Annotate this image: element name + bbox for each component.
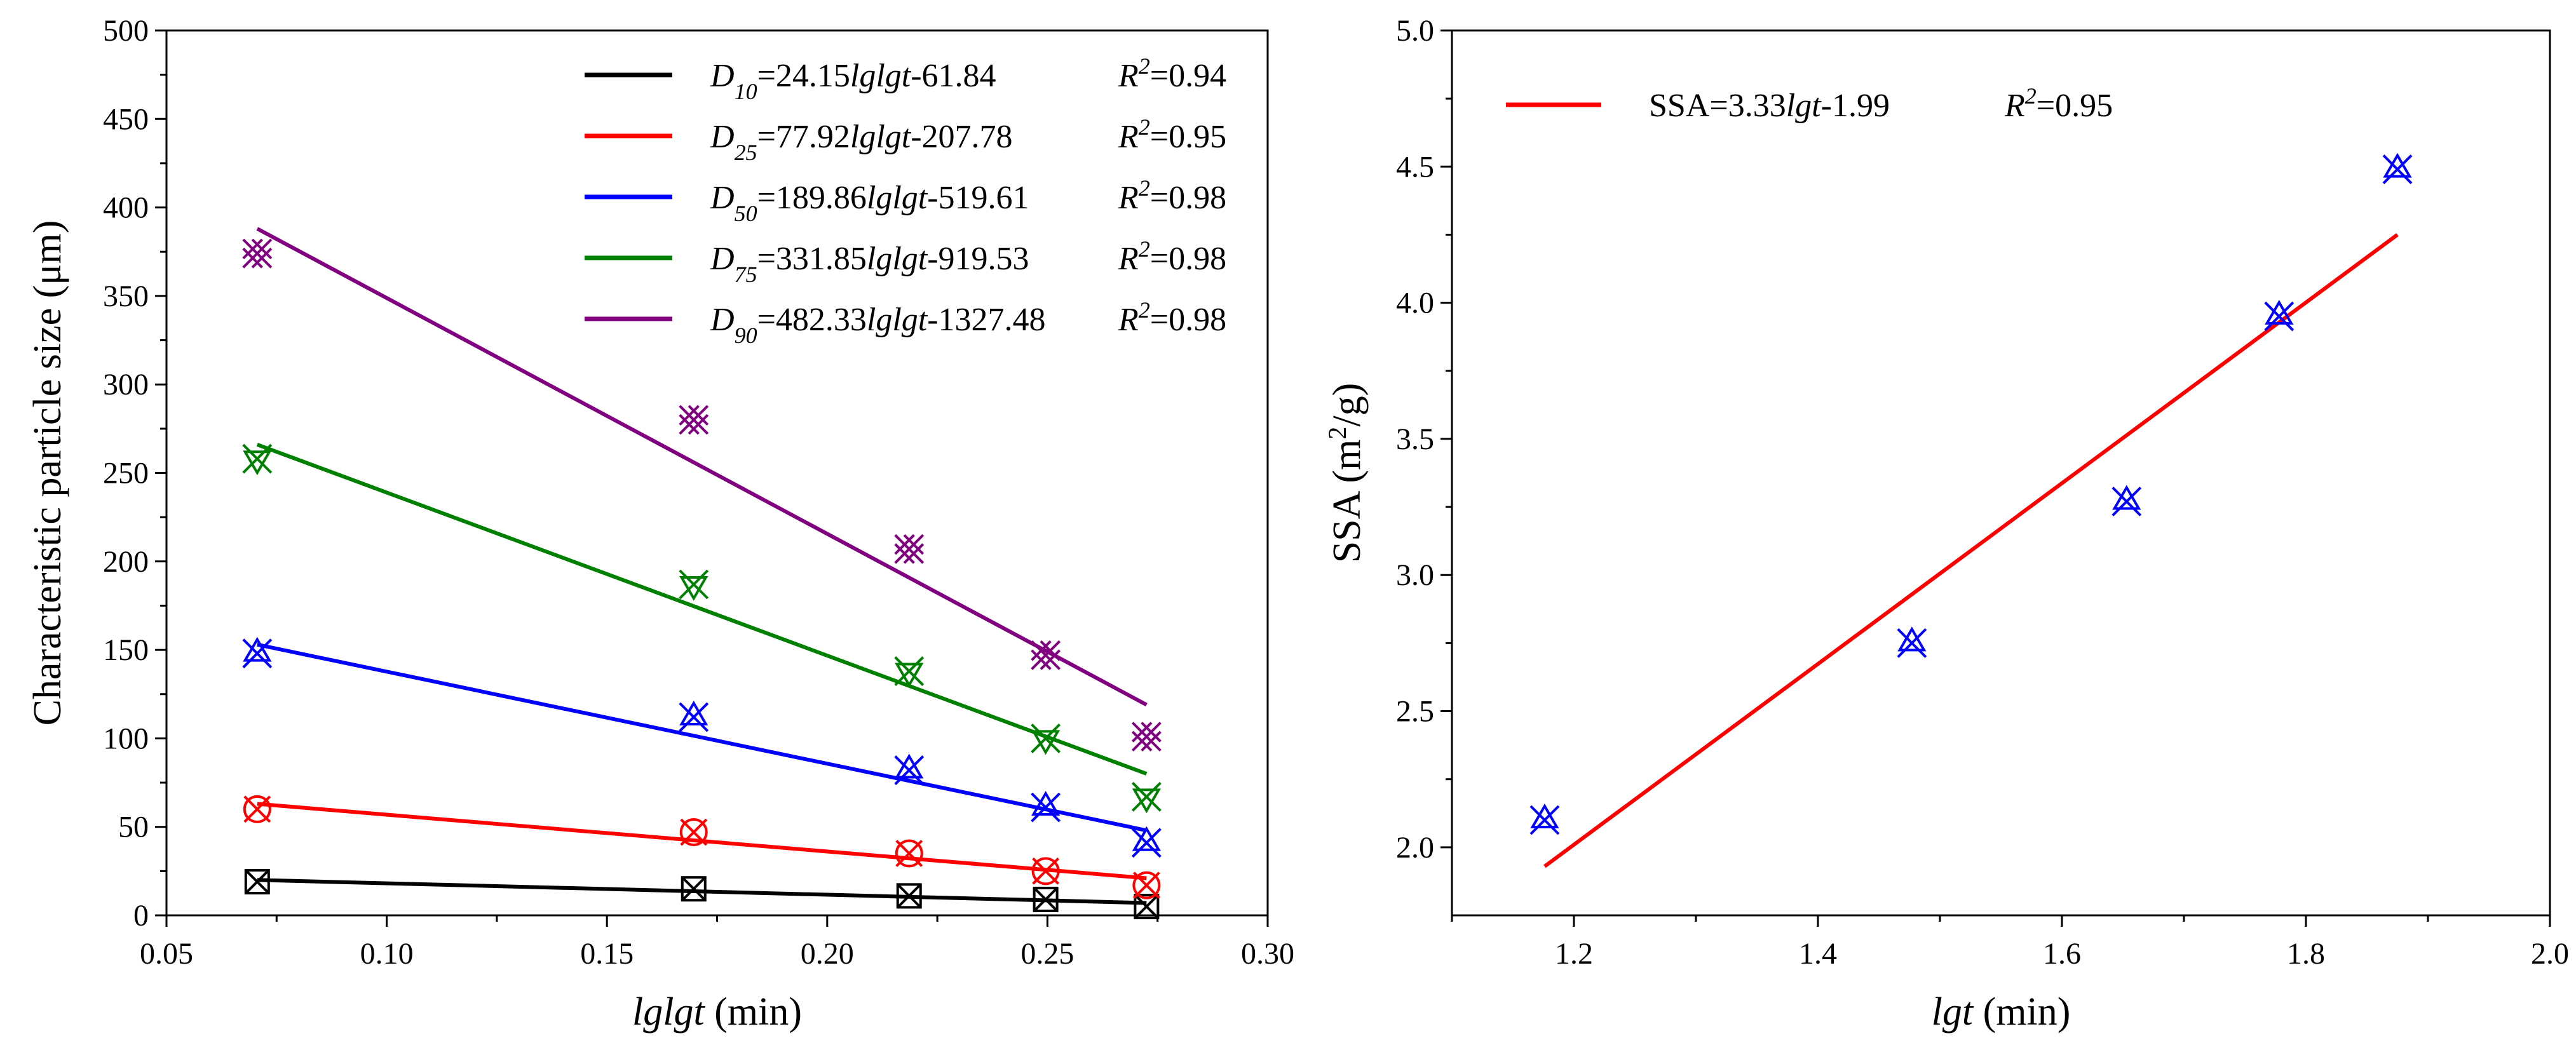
point-d10 xyxy=(681,876,707,902)
point-d90 xyxy=(1031,640,1061,670)
x-tick-label: 2.0 xyxy=(2531,937,2569,971)
point-d50 xyxy=(1031,791,1061,823)
point-d90 xyxy=(894,534,925,564)
y-tick-label: 50 xyxy=(118,811,149,844)
legend-entry-ssa: SSA=3.33lgt-1.99 xyxy=(1649,88,1890,124)
x-tick-label: 0.10 xyxy=(360,937,414,971)
point-d10 xyxy=(896,883,922,909)
y-axis-label: SSA (m2/g) xyxy=(1323,383,1369,563)
legend-right: SSA=3.33lgt-1.99 R2=0.95 xyxy=(1506,83,2113,124)
y-tick-label: 5.0 xyxy=(1396,14,1434,48)
x-tick-label: 1.8 xyxy=(2287,937,2325,971)
chart-left: 0.05 0.10 0.15 0.20 0.25 0.30 0 50 100 150 200 250 3… xyxy=(26,14,1294,1034)
y-tick-label: 2.5 xyxy=(1396,695,1434,729)
legend-entry-d90: D90=482.33lglgt-1327.48 xyxy=(710,302,1046,348)
y-axis-label: Characteristic particle size (μm) xyxy=(26,220,69,726)
y-tick-label: 100 xyxy=(103,722,149,755)
point-d90 xyxy=(242,238,273,269)
point-d75 xyxy=(1031,723,1061,755)
point-d90 xyxy=(679,405,709,435)
legend-r2: R2=0.95 xyxy=(1118,114,1226,155)
point-d25 xyxy=(1132,871,1161,899)
legend-entry-d25: D25=77.92lglgt-207.78 xyxy=(710,119,1013,165)
x-tick-label: 1.2 xyxy=(1555,937,1593,971)
y-tick-label: 4.0 xyxy=(1396,286,1434,320)
point-d25 xyxy=(1031,857,1060,886)
y-tick-label: 250 xyxy=(103,457,149,490)
point-d90 xyxy=(1131,722,1162,752)
point-ssa xyxy=(2382,152,2413,185)
x-tick-label: 1.6 xyxy=(2043,937,2081,971)
point-d10 xyxy=(1033,886,1059,912)
legend-entry-d10: D10=24.15lglgt-61.84 xyxy=(710,58,996,104)
legend-left: D10=24.15lglgt-61.84 R2=0.94 D25=77.92lglg… xyxy=(585,53,1226,348)
point-d75 xyxy=(679,569,709,602)
y-tick-label: 450 xyxy=(103,102,149,136)
point-d50 xyxy=(1131,826,1162,858)
x-tick-label: 1.4 xyxy=(1799,937,1837,971)
x-axis-label: lglgt (min) xyxy=(632,990,802,1034)
y-tick-label: 3.0 xyxy=(1396,558,1434,592)
y-tick-label: 3.5 xyxy=(1396,422,1434,456)
x-tick-label: 0.25 xyxy=(1020,937,1074,971)
legend-r2: R2=0.98 xyxy=(1118,297,1226,338)
x-axis-label: lgt (min) xyxy=(1932,990,2071,1034)
point-d50 xyxy=(242,636,273,669)
chart-right: 1.2 1.4 1.6 1.8 2.0 2.0 2.5 3.0 3.5 4.0 4.5 5.0 lgt … xyxy=(1323,14,2570,1034)
y-tick-label: 200 xyxy=(103,545,149,579)
y-tick-label: 350 xyxy=(103,279,149,313)
legend-entry-d50: D50=189.86lglgt-519.61 xyxy=(710,180,1029,226)
x-tick-label: 0.05 xyxy=(140,937,193,971)
y-tick-label: 500 xyxy=(103,14,149,48)
point-d75 xyxy=(1131,781,1162,814)
point-d25 xyxy=(679,818,708,847)
x-tick-label: 0.20 xyxy=(801,937,854,971)
point-d25 xyxy=(243,795,271,823)
legend-r2: R2=0.98 xyxy=(1118,175,1226,216)
legend-entry-d75: D75=331.85lglgt-919.53 xyxy=(710,241,1029,287)
x-tick-label: 0.30 xyxy=(1241,937,1294,971)
point-ssa xyxy=(2264,300,2295,332)
y-tick-label: 2.0 xyxy=(1396,831,1434,865)
point-ssa xyxy=(2112,485,2142,516)
fit-line-d10 xyxy=(257,878,1147,905)
fit-line-ssa xyxy=(1543,233,2399,868)
legend-r2: R2=0.98 xyxy=(1118,236,1226,277)
point-d50 xyxy=(894,753,925,785)
x-tick-label: 0.15 xyxy=(580,937,634,971)
y-tick-label: 4.5 xyxy=(1396,150,1434,184)
point-d75 xyxy=(242,443,273,476)
y-tick-label: 400 xyxy=(103,191,149,225)
fit-line-d50 xyxy=(257,642,1147,833)
y-tick-label: 150 xyxy=(103,633,149,667)
fit-line-d90 xyxy=(256,227,1148,707)
point-d10 xyxy=(1134,894,1160,920)
point-d50 xyxy=(679,700,709,732)
y-tick-label: 0 xyxy=(133,899,149,933)
r-plot-frame xyxy=(1451,29,2551,917)
legend-r2: R2=0.94 xyxy=(1118,53,1226,94)
legend-r2: R2=0.95 xyxy=(2004,83,2113,124)
point-ssa xyxy=(1529,803,1560,835)
fit-line-d75 xyxy=(256,443,1148,776)
point-d10 xyxy=(244,869,270,895)
point-ssa xyxy=(1897,626,1927,658)
point-d25 xyxy=(895,839,923,868)
y-tick-label: 300 xyxy=(103,368,149,401)
point-d75 xyxy=(894,656,925,688)
